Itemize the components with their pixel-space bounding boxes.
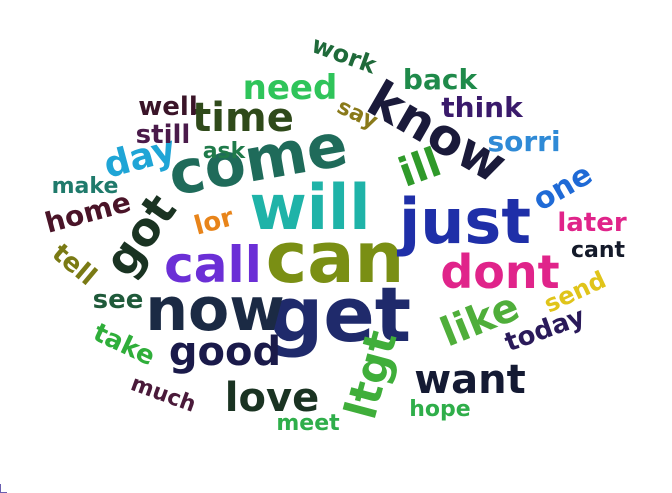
word-back: back [402,63,478,96]
word-get: get [268,270,412,359]
corner-mark [0,484,7,493]
word-lor: lor [190,202,238,242]
word-tell: tell [46,238,102,292]
word-time: time [192,95,294,141]
word-cant: cant [570,238,626,263]
word-much: much [127,371,200,418]
word-want: want [414,357,526,403]
word-ask: ask [202,139,246,164]
word-still: still [135,120,191,150]
word-dont: dont [440,245,560,299]
word-meet: meet [276,411,340,436]
word-think: think [441,91,523,124]
word-see: see [92,285,144,315]
word-well: well [138,92,198,122]
word-sorri: sorri [487,125,561,158]
word-can: can [265,217,405,299]
word-hope: hope [409,397,471,422]
word-make: make [51,174,119,199]
word-good: good [168,329,282,375]
word-love: love [224,375,320,421]
word-just: just [399,185,531,258]
word-need: need [242,68,338,108]
word-will: will [249,171,371,244]
word-now: now [145,275,285,345]
word-later: later [557,208,627,238]
word-call: call [164,236,262,294]
